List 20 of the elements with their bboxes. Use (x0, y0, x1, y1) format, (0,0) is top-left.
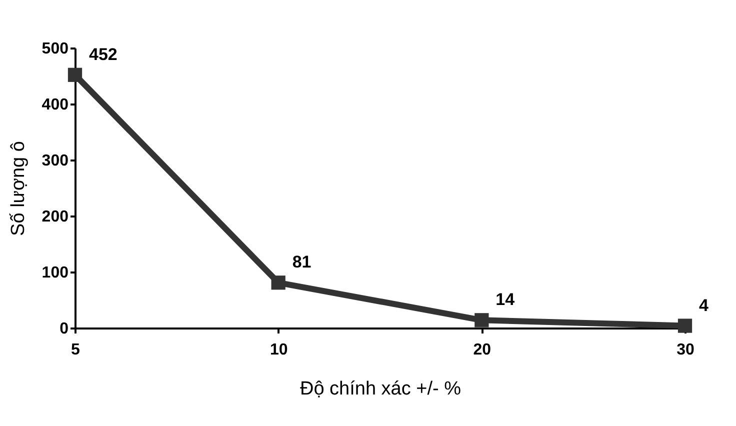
point (474, 313, 489, 328)
x-tick-label: 30 (676, 342, 694, 358)
y-tick-label: 500 (42, 40, 69, 58)
data-label: 452 (89, 44, 118, 64)
y-tick-label: 200 (42, 208, 69, 226)
data-label: 81 (292, 252, 312, 272)
y-tick-label: 0 (60, 320, 69, 338)
x-axis-title: Độ chính xác +/- % (300, 378, 462, 400)
point (271, 276, 286, 290)
point (68, 68, 82, 82)
y-tick-label: 400 (42, 96, 69, 114)
point (678, 318, 692, 333)
x-tick-label: 10 (270, 342, 288, 358)
x-tick-label: 20 (473, 342, 492, 358)
y-tick-label: 100 (42, 264, 69, 282)
data-label: 4 (699, 296, 709, 315)
x-tick-label: 5 (71, 342, 80, 358)
y-axis-title: Số lượng ô (8, 141, 29, 236)
data-label: 14 (496, 290, 516, 310)
y-tick-label: 300 (42, 152, 69, 170)
